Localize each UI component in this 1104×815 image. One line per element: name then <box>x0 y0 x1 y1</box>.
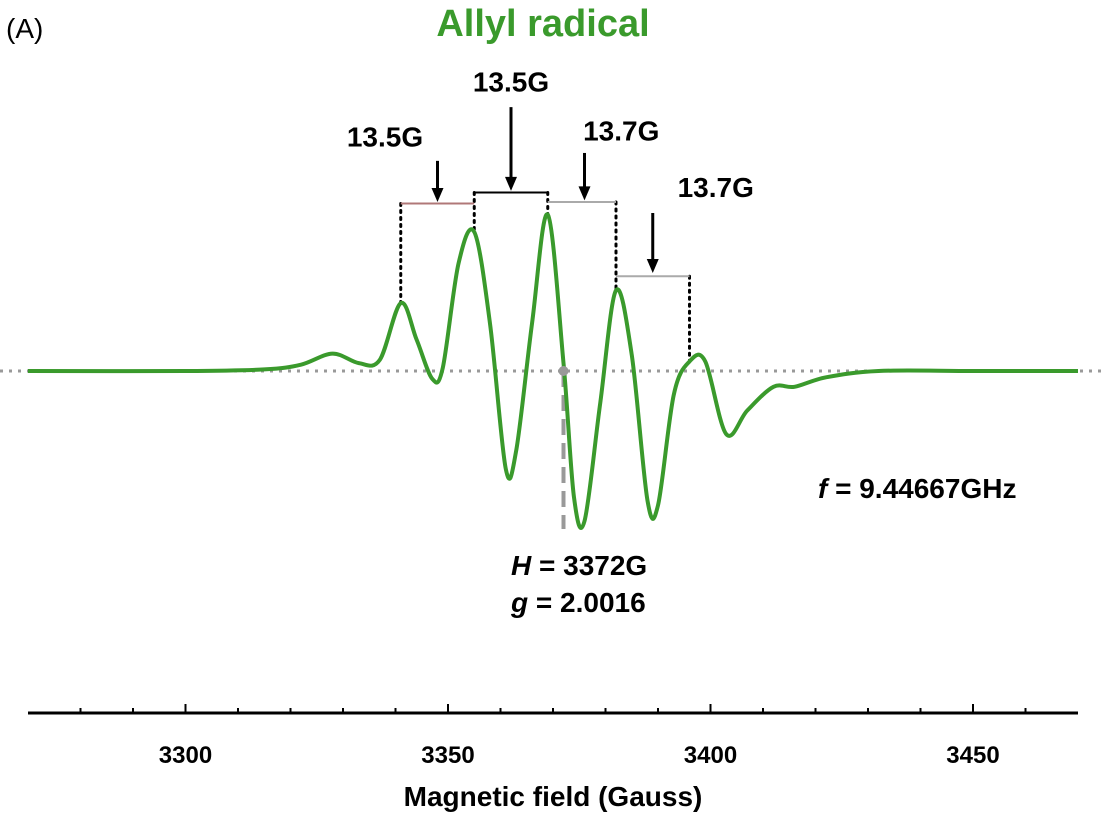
spacing-label-3: 13.7G <box>583 115 659 146</box>
panel-label: (A) <box>6 13 43 44</box>
spacing-label-2: 13.5G <box>473 66 549 97</box>
x-tick-label-3450: 3450 <box>946 742 999 769</box>
g-value: = 2.0016 <box>528 587 646 618</box>
field-symbol: H <box>511 550 532 581</box>
chart-title: Allyl radical <box>436 3 649 45</box>
center-field-marker-dot <box>558 366 569 376</box>
x-tick-label-3300: 3300 <box>159 742 212 769</box>
g-factor-annotation: g = 2.0016 <box>510 587 646 618</box>
x-axis-ticks: 3300 3350 3400 3450 <box>79 704 1027 769</box>
hyperfine-spacing-labels: 13.5G 13.5G 13.7G 13.7G <box>347 66 754 203</box>
hyperfine-spacing-bars <box>400 191 690 278</box>
hyperfine-spacing-arrows <box>431 107 659 274</box>
spacing-label-1: 13.5G <box>347 122 423 153</box>
spacing-arrow-head-2 <box>505 176 517 191</box>
field-annotation: H = 3372G <box>511 550 647 581</box>
frequency-value: = 9.44667GHz <box>827 473 1016 504</box>
series-line-spectrum <box>27 212 1078 530</box>
x-tick-label-3350: 3350 <box>421 742 474 769</box>
spacing-arrow-head-3 <box>578 186 591 201</box>
x-tick-label-3400: 3400 <box>684 742 737 769</box>
x-axis-title: Magnetic field (Gauss) <box>404 781 703 812</box>
spacing-arrow-head-4 <box>646 259 659 274</box>
field-value: = 3372G <box>531 550 647 581</box>
spacing-arrow-head-1 <box>431 187 444 202</box>
peak-guide-lines <box>399 190 691 364</box>
frequency-annotation: f = 9.44667GHz <box>818 473 1016 504</box>
spacing-label-4: 13.7G <box>678 172 754 203</box>
g-symbol: g <box>510 587 528 618</box>
frequency-symbol: f <box>818 473 830 504</box>
